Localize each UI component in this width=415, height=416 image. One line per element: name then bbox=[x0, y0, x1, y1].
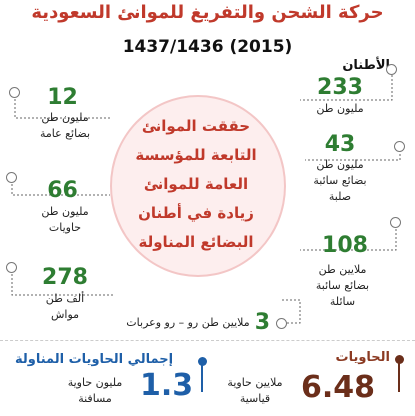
containers-total-dot bbox=[198, 357, 207, 366]
containers-total-label-line: مسافنة bbox=[78, 392, 112, 405]
roro-number: 3 bbox=[254, 310, 270, 335]
containers-total-heading: إجمالي الحاويات المناولة bbox=[15, 352, 174, 367]
center-statement: حققت الموانئ التابعة للمؤسسة العامة للمو… bbox=[112, 112, 280, 257]
center-line: زيادة في أطنان bbox=[138, 204, 254, 222]
bullet-dot bbox=[276, 318, 287, 329]
stat-number: 43 bbox=[324, 132, 356, 157]
stat-label-line: بضائع سائبة bbox=[313, 174, 367, 187]
center-line: حققت الموانئ bbox=[141, 117, 251, 135]
stat-number: 108 bbox=[322, 233, 368, 258]
containers-label: ملايين حاوية قياسية bbox=[215, 375, 295, 407]
stat-label-line: بضائع عامة bbox=[39, 127, 91, 140]
roro-label: ملايين طن رو – رو وعربات bbox=[126, 315, 250, 329]
containers-total-label: مليون حاوية مسافنة bbox=[55, 375, 135, 407]
stat-label: مليون طن حاويات bbox=[25, 204, 105, 236]
stat-label: ملايين طن بضائع سائبة سائلة bbox=[300, 262, 385, 310]
stat-label-line: مليون طن bbox=[41, 205, 89, 218]
bullet-dot bbox=[394, 141, 405, 152]
stat-label: مليون طن bbox=[305, 101, 375, 117]
stat-label-line: مليون طن bbox=[316, 158, 364, 171]
tonnage-heading: الأطنان bbox=[342, 58, 390, 73]
stat-label-line: حاويات bbox=[48, 221, 82, 234]
stat-label: ألف طن مواش bbox=[25, 291, 105, 323]
roro-row: 3 ملايين طن رو – رو وعربات bbox=[110, 310, 270, 335]
containers-heading: الحاويات bbox=[335, 350, 391, 365]
stat-number: 66 bbox=[47, 178, 78, 203]
divider bbox=[0, 340, 415, 341]
stat-number: 12 bbox=[47, 85, 78, 110]
bullet-dot bbox=[390, 217, 401, 228]
stat-label-line: مليون طن bbox=[41, 111, 89, 124]
stat-label: مليون طن بضائع عامة bbox=[25, 110, 105, 142]
infographic-title: حركة الشحن والتفريغ للموانئ السعودية bbox=[31, 2, 384, 23]
center-line: العامة للموانئ bbox=[143, 175, 249, 193]
stat-label-line: بضائع سائبة bbox=[315, 279, 370, 292]
stat-number: 233 bbox=[317, 75, 363, 100]
containers-total-stem bbox=[201, 364, 203, 392]
bullet-dot bbox=[386, 64, 397, 75]
connector-line bbox=[280, 299, 301, 324]
stat-label-line: مليون طن bbox=[316, 102, 364, 115]
stat-label-line: صلبة bbox=[328, 190, 352, 203]
containers-total-label-line: مليون حاوية bbox=[67, 376, 123, 389]
stat-label: مليون طن بضائع سائبة صلبة bbox=[300, 157, 380, 205]
center-line: البضائع المناولة bbox=[138, 233, 254, 251]
containers-label-line: قياسية bbox=[239, 392, 271, 405]
center-bubble bbox=[110, 95, 286, 277]
infographic-subtitle: 1437/1436 (2015) bbox=[122, 37, 293, 57]
containers-number: 6.48 bbox=[300, 370, 375, 405]
containers-dot bbox=[395, 355, 404, 364]
center-line: التابعة للمؤسسة bbox=[135, 146, 257, 164]
containers-stem bbox=[398, 362, 400, 392]
stat-label-line: سائلة bbox=[329, 295, 356, 308]
bullet-dot bbox=[9, 87, 20, 98]
connector-line bbox=[300, 75, 393, 101]
bullet-dot bbox=[6, 262, 17, 273]
containers-total-number: 1.3 bbox=[140, 368, 194, 403]
connector-line bbox=[300, 225, 397, 251]
stat-label-line: ملايين طن bbox=[318, 263, 367, 276]
connector-line bbox=[11, 270, 115, 296]
stat-label-line: مواش bbox=[50, 308, 80, 321]
connector-line bbox=[11, 180, 110, 196]
stat-number: 278 bbox=[42, 265, 88, 290]
connector-line bbox=[305, 150, 401, 161]
bullet-dot bbox=[6, 172, 17, 183]
stat-label-line: ألف طن bbox=[45, 292, 85, 305]
containers-label-line: ملايين حاوية bbox=[227, 376, 283, 389]
